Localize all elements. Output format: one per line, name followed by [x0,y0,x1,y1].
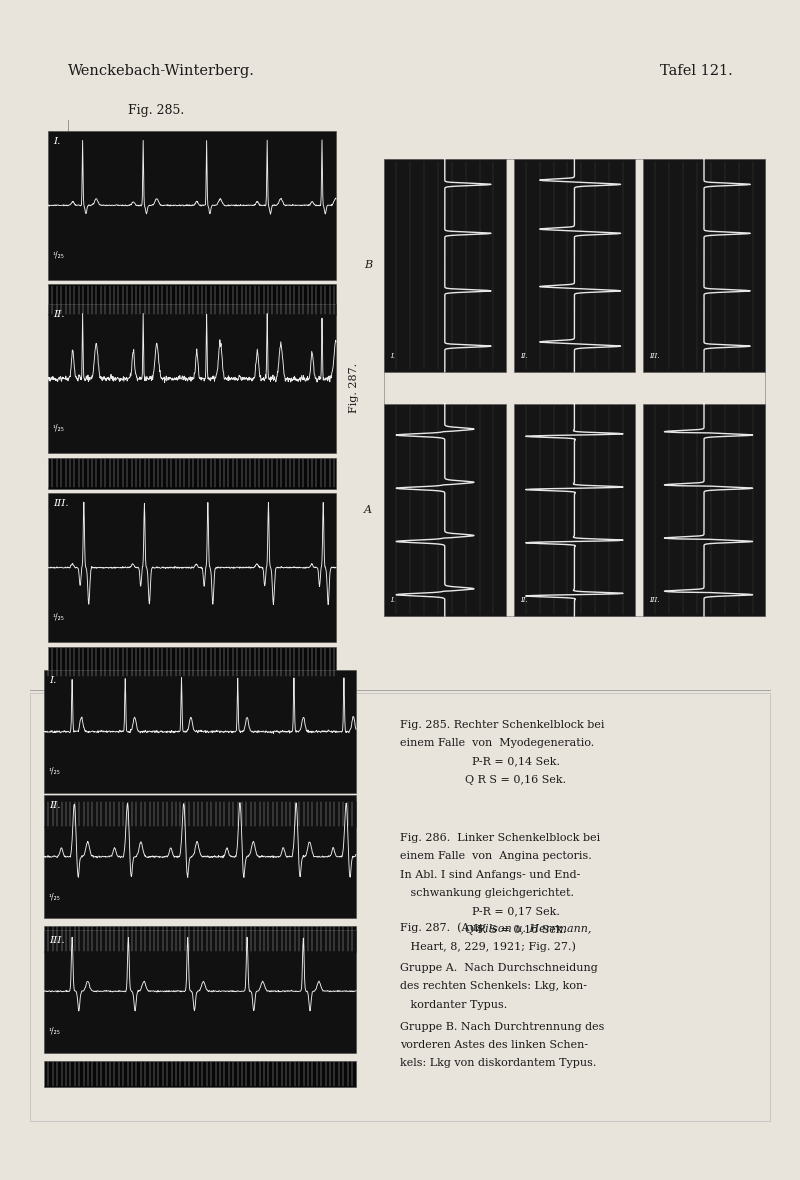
Text: kordanter Typus.: kordanter Typus. [400,999,507,1010]
Bar [48,493,336,642]
Bar [44,801,356,827]
Bar [44,670,356,793]
Text: II.: II. [520,352,528,360]
Bar [384,404,506,616]
Text: vorderen Astes des linken Schen-: vorderen Astes des linken Schen- [400,1040,588,1050]
Bar [44,926,356,952]
Bar [48,131,336,280]
Bar [514,159,635,372]
Text: Gruppe A.  Nach Durchschneidung: Gruppe A. Nach Durchschneidung [400,963,598,973]
Bar [30,693,770,1121]
Text: Wilson u. Herrmann,: Wilson u. Herrmann, [474,923,592,932]
Text: I.: I. [50,676,57,686]
Text: I.: I. [390,352,395,360]
Text: B: B [364,261,372,270]
Text: III.: III. [650,352,660,360]
Text: III.: III. [54,499,70,509]
Bar [384,159,506,372]
Text: Q R S = 0,16 Sek.: Q R S = 0,16 Sek. [466,774,566,785]
Bar [44,930,356,1053]
Text: Fig. 285. Rechter Schenkelblock bei: Fig. 285. Rechter Schenkelblock bei [400,720,605,729]
Text: I.: I. [390,596,395,604]
Text: des rechten Schenkels: Lkg, kon-: des rechten Schenkels: Lkg, kon- [400,982,587,991]
Text: ¹/₂₅: ¹/₂₅ [53,424,65,433]
Text: P-R = 0,14 Sek.: P-R = 0,14 Sek. [472,756,560,766]
Bar [48,647,336,677]
Bar [48,284,336,315]
Bar [384,159,765,616]
Bar [643,404,765,616]
Bar [514,404,635,616]
Text: einem Falle  von  Angina pectoris.: einem Falle von Angina pectoris. [400,852,592,861]
Text: Fig. 286.  Linker Schenkelblock bei: Fig. 286. Linker Schenkelblock bei [400,833,600,843]
Text: kels: Lkg von diskordantem Typus.: kels: Lkg von diskordantem Typus. [400,1058,596,1068]
Text: einem Falle  von  Myodegeneratio.: einem Falle von Myodegeneratio. [400,739,594,748]
Text: Wenckebach-Winterberg.: Wenckebach-Winterberg. [68,64,255,78]
Text: II.: II. [54,310,65,320]
Text: III.: III. [50,936,66,945]
Text: A: A [364,505,372,514]
Text: Fig. 287.  (Aus: Fig. 287. (Aus [400,923,486,933]
Text: ¹/₂₅: ¹/₂₅ [49,767,61,776]
Text: III.: III. [650,596,660,604]
Bar [44,1061,356,1087]
Text: ¹/₂₅: ¹/₂₅ [49,1027,61,1036]
Text: P-R = 0,17 Sek.: P-R = 0,17 Sek. [472,906,560,916]
Text: Gruppe B. Nach Durchtrennung des: Gruppe B. Nach Durchtrennung des [400,1022,604,1031]
Bar [44,795,356,918]
Text: Tafel 121.: Tafel 121. [660,64,732,78]
Text: Q R S = 0,16 Sek.: Q R S = 0,16 Sek. [466,925,566,935]
Text: Heart, 8, 229, 1921; Fig. 27.): Heart, 8, 229, 1921; Fig. 27.) [400,942,576,951]
Text: II.: II. [50,801,61,811]
Text: Fig. 285.: Fig. 285. [128,104,184,118]
Text: ¹/₂₅: ¹/₂₅ [49,892,61,902]
Text: Fig. 287.: Fig. 287. [349,362,358,413]
Text: schwankung gleichgerichtet.: schwankung gleichgerichtet. [400,887,574,898]
Text: Fig. 286.: Fig. 286. [132,701,188,715]
Bar [48,304,336,453]
Text: II.: II. [520,596,528,604]
Bar [48,458,336,489]
Text: ¹/₂₅: ¹/₂₅ [53,612,65,622]
Text: In Abl. I sind Anfangs- und End-: In Abl. I sind Anfangs- und End- [400,870,580,879]
Text: I.: I. [54,137,61,146]
Bar [643,159,765,372]
Text: ¹/₂₅: ¹/₂₅ [53,250,65,260]
